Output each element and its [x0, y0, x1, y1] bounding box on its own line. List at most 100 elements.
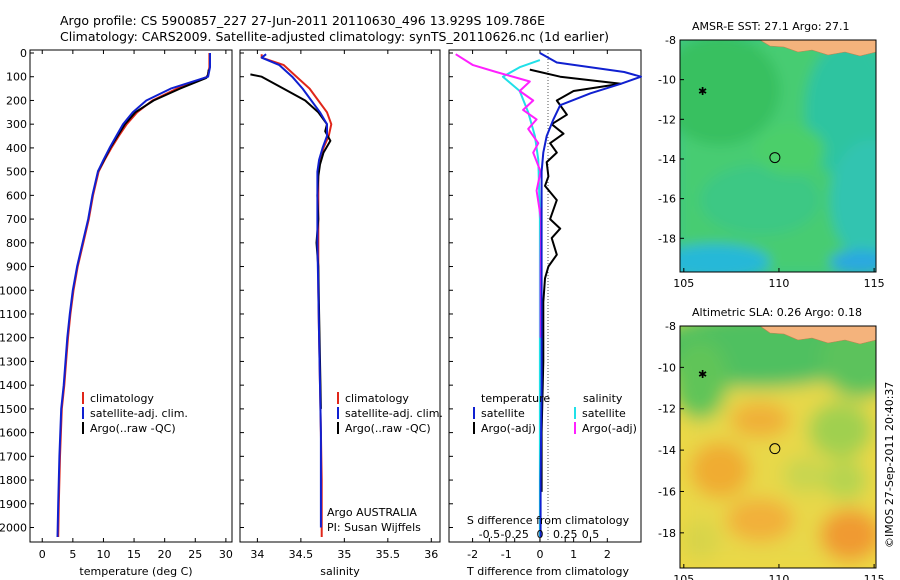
sla-map-frame	[679, 325, 877, 569]
temperature-x-tick-label: 30	[219, 548, 233, 561]
sla-argo-location	[769, 443, 781, 455]
sst-map-x-tick-label: 115	[864, 277, 885, 290]
temperature-x-ticks: 0 5 10 15 20 25 30	[39, 50, 233, 561]
salinity-satellite-line	[260, 53, 328, 528]
legend-argo-label: Argo(..raw -QC)	[90, 422, 176, 435]
sla-map-title: Altimetric SLA: 0.26 Argo: 0.18	[692, 306, 862, 319]
sla-map-y-tick-label: -16	[658, 485, 676, 498]
temperature-x-tick-label: 15	[127, 548, 141, 561]
diff-t-argo-line	[529, 68, 622, 492]
legend-t-argo-label: Argo(-adj)	[481, 422, 536, 435]
salinity-diff-tick-label: 0.25	[553, 528, 578, 541]
depth-tick-label: 500	[6, 166, 27, 179]
salinity-legend: climatology satellite-adj. clim. Argo(..…	[337, 392, 443, 435]
legend-salinity-title: salinity	[583, 392, 623, 405]
difference-x-tick-label: 1	[570, 548, 577, 561]
depth-tick-label: 800	[6, 237, 27, 250]
salinity-diff-tick-label: -0.25	[500, 528, 528, 541]
sst-map-x-tick-label: 105	[673, 277, 694, 290]
depth-tick-label: 1300	[0, 355, 27, 368]
salinity-panel-frame	[239, 49, 441, 543]
figure-title-line-1: Argo profile: CS 5900857_227 27-Jun-2011…	[60, 13, 545, 28]
depth-tick-label: 900	[6, 261, 27, 274]
salinity-x-tick-label: 35.5	[376, 548, 401, 561]
legend-s-argo-label: Argo(-adj)	[582, 422, 637, 435]
temperature-x-tick-label: 25	[188, 548, 202, 561]
depth-tick-label: 1000	[0, 284, 27, 297]
depth-axis: 0 100 200 300 400 500 600 700 800 900 1000 1100 1200…	[0, 47, 453, 535]
temperature-x-tick-label: 0	[39, 548, 46, 561]
salinity-x-tick-label: 35	[337, 548, 351, 561]
depth-tick-label: 300	[6, 118, 27, 131]
salinity-diff-tick-label: 0.5	[582, 528, 600, 541]
salinity-series	[250, 53, 333, 537]
side-stamp: ©IMOS 27-Sep-2011 20:40:37	[883, 382, 896, 548]
legend-argo-label: Argo(..raw -QC)	[345, 422, 431, 435]
sst-map-title: AMSR-E SST: 27.1 Argo: 27.1	[692, 20, 850, 33]
legend-satellite-label: satellite-adj. clim.	[345, 407, 443, 420]
sla-map-ticks: 105 110 115 -8 -10 -12 -14 -16 -18	[658, 320, 885, 580]
temperature-x-tick-label: 10	[96, 548, 110, 561]
salinity-x-tick-label: 34.5	[289, 548, 314, 561]
salinity-x-ticks: 34 34.5 35 35.5 36	[250, 50, 438, 561]
temperature-argo-line	[97, 69, 210, 173]
sla-map-y-tick-label: -8	[665, 320, 676, 333]
difference-series	[455, 52, 642, 537]
sst-map-y-tick-label: -16	[658, 193, 676, 206]
depth-tick-label: 1900	[0, 498, 27, 511]
legend-temperature-title: temperature	[481, 392, 550, 405]
sla-map-y-tick-label: -12	[658, 403, 676, 416]
depth-tick-label: 100	[6, 71, 27, 84]
salinity-x-tick-label: 36	[424, 548, 438, 561]
sst-map-y-tick-label: -18	[658, 232, 676, 245]
salinity-diff-tick-label: 0	[536, 528, 543, 541]
depth-tick-label: 600	[6, 189, 27, 202]
salinity-x-tick-label: 34	[250, 548, 264, 561]
sst-map-y-tick-label: -10	[658, 74, 676, 87]
sst-map-y-tick-label: -14	[658, 153, 676, 166]
difference-legend: temperature salinity satellite Argo(-adj…	[473, 392, 637, 435]
argo-pi-label: PI: Susan Wijffels	[327, 521, 421, 534]
depth-tick-label: 1700	[0, 450, 27, 463]
sla-map-y-tick-label: -18	[658, 527, 676, 540]
salinity-difference-ticks: -0.5 -0.25 0 0.25 0.5	[479, 528, 600, 542]
sla-map-x-tick-label: 105	[673, 573, 694, 580]
sst-float-marker: ✱	[698, 85, 707, 98]
temperature-x-tick-label: 5	[69, 548, 76, 561]
legend-climatology-label: climatology	[90, 392, 154, 405]
temperature-xlabel: temperature (deg C)	[79, 565, 192, 578]
legend-t-satellite-label: satellite	[481, 407, 525, 420]
diff-s-argo-line	[455, 53, 542, 338]
depth-tick-label: 1400	[0, 379, 27, 392]
argo-program-label: Argo AUSTRALIA	[327, 506, 417, 519]
sla-map-y-tick-label: -10	[658, 361, 676, 374]
temperature-climatology-line	[57, 53, 211, 538]
depth-tick-label: 1100	[0, 308, 27, 321]
depth-tick-label: 1800	[0, 474, 27, 487]
sst-map-y-tick-label: -12	[658, 113, 676, 126]
sst-map-y-tick-label: -8	[665, 34, 676, 47]
diff-s-satellite-line	[501, 59, 541, 537]
temperature-series	[56, 53, 211, 538]
sla-map-image	[680, 326, 876, 568]
temperature-panel-frame	[29, 49, 233, 543]
difference-x-tick-label: -1	[501, 548, 512, 561]
depth-tick-label: 700	[6, 213, 27, 226]
difference-panel-frame	[448, 49, 642, 543]
sst-map-ticks: 105 110 115 -8 -10 -12 -14 -16 -18	[658, 34, 885, 290]
salinity-diff-tick-label: -0.5	[479, 528, 500, 541]
sst-argo-location	[769, 152, 781, 164]
depth-tick-label: 0	[20, 47, 27, 60]
sst-map-frame	[679, 39, 877, 273]
temperature-x-tick-label: 20	[158, 548, 172, 561]
difference-x-tick-label: -2	[467, 548, 478, 561]
sla-map-x-tick-label: 110	[768, 573, 789, 580]
t-difference-label: T difference from climatology	[466, 565, 629, 578]
depth-tick-label: 400	[6, 142, 27, 155]
depth-tick-label: 200	[6, 94, 27, 107]
sla-map-y-tick-label: -14	[658, 444, 676, 457]
legend-satellite-label: satellite-adj. clim.	[90, 407, 188, 420]
salinity-xlabel: salinity	[320, 565, 360, 578]
sla-float-marker: ✱	[698, 368, 707, 381]
